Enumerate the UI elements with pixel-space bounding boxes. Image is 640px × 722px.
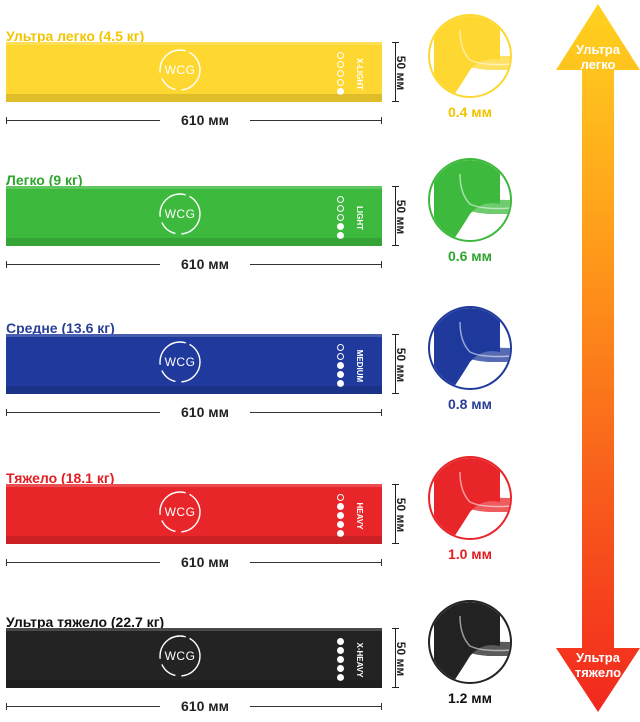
level-dot	[337, 494, 344, 501]
level-dot	[337, 647, 344, 654]
wcg-logo: WCG	[158, 490, 202, 534]
width-dimension-line	[390, 484, 402, 544]
resistance-band: WCG LIGHT	[6, 186, 382, 246]
black-band-edge-icon	[428, 600, 512, 684]
yellow-band-edge-icon	[428, 14, 512, 98]
gradient-arrow-icon	[556, 4, 640, 712]
band-title: Тяжело (18.1 кг)	[6, 470, 115, 486]
resistance-band: WCG HEAVY	[6, 484, 382, 544]
thickness-label: 0.4 мм	[447, 104, 493, 120]
level-dot	[337, 521, 344, 528]
thickness-label: 0.8 мм	[447, 396, 493, 412]
band-title: Ультра легко (4.5 кг)	[6, 28, 145, 44]
strength-label: HEAVY	[355, 502, 364, 530]
level-dot	[337, 344, 344, 351]
resistance-band: WCG X-HEAVY	[6, 628, 382, 688]
width-dimension-line	[390, 334, 402, 394]
wcg-logo: WCG	[158, 634, 202, 678]
green-band-edge-icon	[428, 158, 512, 242]
strength-level-dots	[337, 196, 347, 242]
width-dimension-line	[390, 628, 402, 688]
resistance-band: WCG MEDIUM	[6, 334, 382, 394]
width-label: 50 мм	[394, 199, 409, 235]
band-title: Легко (9 кг)	[6, 172, 83, 188]
band-title: Ультра тяжело (22.7 кг)	[6, 614, 165, 630]
level-dot	[337, 214, 344, 221]
level-dot	[337, 362, 344, 369]
thickness-label: 1.0 мм	[447, 546, 493, 562]
level-dot	[337, 371, 344, 378]
strength-level-dots	[337, 494, 347, 540]
level-dot	[337, 196, 344, 203]
level-dot	[337, 503, 344, 510]
strength-label: LIGHT	[355, 206, 364, 230]
strength-level-dots	[337, 638, 347, 684]
wcg-logo: WCG	[158, 48, 202, 92]
width-label: 50 мм	[394, 641, 409, 677]
length-label: 610 мм	[160, 256, 250, 272]
logo-text: WCG	[164, 505, 196, 519]
strength-label: X-LIGHT	[355, 58, 364, 90]
level-dot	[337, 380, 344, 387]
thickness-label: 1.2 мм	[447, 690, 493, 706]
strength-level-dots	[337, 344, 347, 390]
level-dot	[337, 70, 344, 77]
level-dot	[337, 232, 344, 239]
scale-bottom-label: Ультра тяжело	[574, 650, 622, 680]
width-label: 50 мм	[394, 55, 409, 91]
level-dot	[337, 674, 344, 681]
level-dot	[337, 353, 344, 360]
level-dot	[337, 79, 344, 86]
strength-label: X-HEAVY	[355, 642, 364, 678]
width-dimension-line	[390, 42, 402, 102]
wcg-logo: WCG	[158, 192, 202, 236]
level-dot	[337, 530, 344, 537]
resistance-scale-arrow: Ультра легко Ультра тяжело	[556, 4, 640, 714]
logo-text: WCG	[164, 207, 196, 221]
strength-level-dots	[337, 52, 347, 98]
level-dot	[337, 88, 344, 95]
level-dot	[337, 61, 344, 68]
thickness-label: 0.6 мм	[447, 248, 493, 264]
strength-label: MEDIUM	[355, 349, 364, 383]
width-dimension-line	[390, 186, 402, 246]
logo-text: WCG	[164, 355, 196, 369]
length-label: 610 мм	[160, 404, 250, 420]
level-dot	[337, 512, 344, 519]
length-label: 610 мм	[160, 112, 250, 128]
level-dot	[337, 656, 344, 663]
level-dot	[337, 52, 344, 59]
level-dot	[337, 205, 344, 212]
band-title: Средне (13.6 кг)	[6, 320, 115, 336]
level-dot	[337, 223, 344, 230]
logo-text: WCG	[164, 649, 196, 663]
length-label: 610 мм	[160, 554, 250, 570]
wcg-logo: WCG	[158, 340, 202, 384]
level-dot	[337, 665, 344, 672]
red-band-edge-icon	[428, 456, 512, 540]
logo-text: WCG	[164, 63, 196, 77]
width-label: 50 мм	[394, 347, 409, 383]
blue-band-edge-icon	[428, 306, 512, 390]
resistance-band: WCG X-LIGHT	[6, 42, 382, 102]
width-label: 50 мм	[394, 497, 409, 533]
scale-top-label: Ультра легко	[576, 42, 620, 72]
level-dot	[337, 638, 344, 645]
length-label: 610 мм	[160, 698, 250, 714]
